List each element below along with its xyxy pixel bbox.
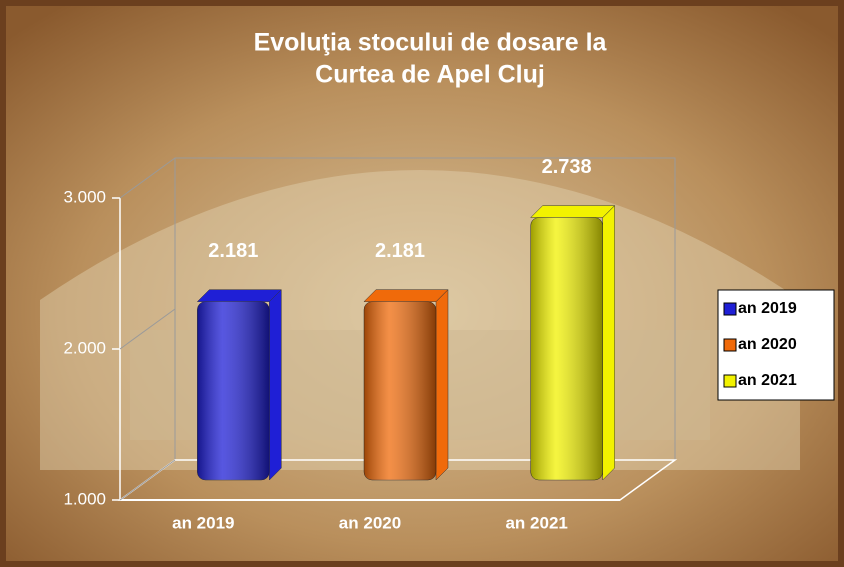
y-tick-label: 1.000 [63, 489, 106, 508]
legend-swatch [723, 374, 737, 388]
grid-line [119, 459, 176, 501]
data-label: 2.181 [375, 240, 425, 262]
legend [717, 289, 835, 401]
bar-top [530, 205, 616, 218]
bar-top [363, 289, 449, 302]
grid-line [119, 308, 176, 350]
bar-shade [364, 301, 436, 480]
legend-swatch [723, 338, 737, 352]
grid-line [119, 157, 176, 199]
x-tick-label: an 2020 [339, 513, 401, 532]
legend-label: an 2020 [738, 336, 797, 353]
legend-label: an 2019 [738, 300, 797, 317]
x-tick-label: an 2019 [172, 513, 234, 532]
data-label: 2.738 [542, 156, 592, 178]
bar-side [435, 289, 449, 481]
data-label: 2.181 [208, 240, 258, 262]
y-tick-label: 2.000 [63, 338, 106, 357]
legend-swatch [723, 302, 737, 316]
bar-side [602, 204, 615, 481]
chart-title: Curtea de Apel Cluj [315, 61, 545, 89]
bar-side [269, 289, 282, 481]
chart-title: Evoluţia stocului de dosare la [254, 29, 608, 57]
bar-shade [197, 301, 270, 480]
bar-top [196, 289, 282, 302]
x-tick-label: an 2021 [505, 513, 567, 532]
y-tick-label: 3.000 [63, 187, 106, 206]
bar-shade [530, 217, 603, 480]
legend-label: an 2021 [738, 372, 797, 389]
